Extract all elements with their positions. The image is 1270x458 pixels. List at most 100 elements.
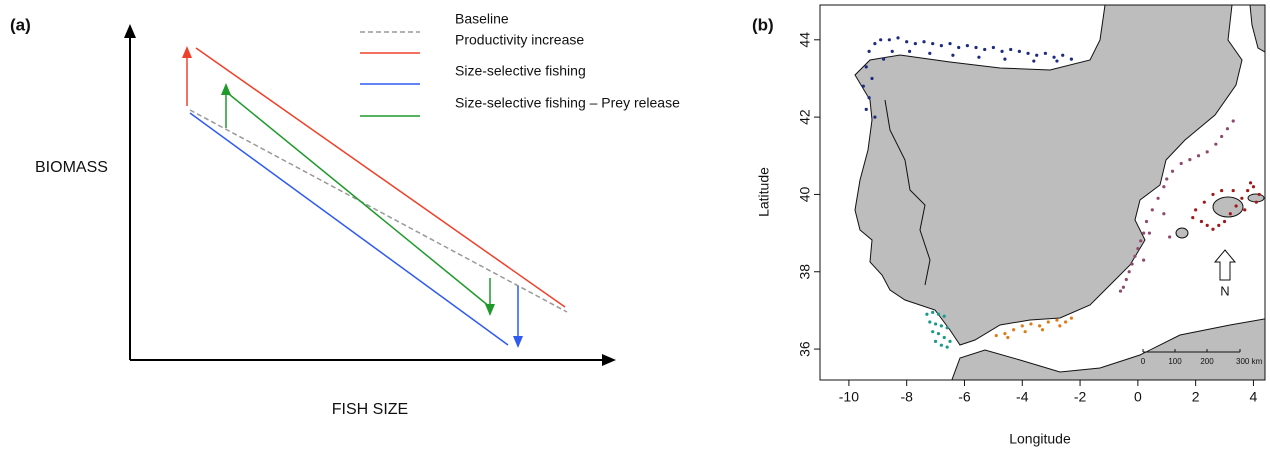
- sample-point: [1251, 185, 1256, 189]
- sample-point: [945, 345, 949, 349]
- sample-point: [1069, 316, 1073, 320]
- sample-point: [1243, 208, 1247, 212]
- x-axis-label: FISH SIZE: [332, 401, 408, 418]
- sample-point: [942, 335, 946, 340]
- sample-point: [933, 322, 938, 326]
- arrow-head: [485, 304, 495, 316]
- sample-point: [1012, 328, 1016, 332]
- sample-point: [1246, 188, 1250, 193]
- sample-point: [887, 38, 891, 42]
- sample-point: [1026, 51, 1030, 55]
- sample-point: [1142, 231, 1146, 235]
- sample-point: [951, 53, 955, 57]
- panel-label: (a): [10, 15, 31, 34]
- sample-point: [1191, 216, 1195, 220]
- sample-point: [965, 43, 969, 48]
- sample-point: [1168, 235, 1172, 239]
- sample-point: [1139, 239, 1143, 243]
- sample-point: [907, 49, 912, 53]
- y-axis-label: BIOMASS: [35, 159, 108, 176]
- sample-point: [1020, 324, 1024, 328]
- sample-point: [1228, 212, 1232, 216]
- island: [1212, 196, 1244, 218]
- sample-point: [1156, 196, 1160, 200]
- north-label: N: [1220, 283, 1229, 298]
- y-axis-label: Latitude: [756, 167, 772, 217]
- sample-point: [1217, 223, 1221, 227]
- sample-point: [1043, 51, 1047, 55]
- scale-label: 100: [1168, 357, 1182, 366]
- sample-point: [864, 107, 868, 111]
- x-tick-label: 0: [1134, 389, 1142, 405]
- sample-point: [1231, 188, 1235, 193]
- sample-point: [1038, 324, 1042, 328]
- axis-arrow: [602, 354, 616, 366]
- sample-point: [1199, 219, 1204, 224]
- panel-b: (b) Latitude Longitude 0 100 200 300 km …: [752, 4, 1266, 447]
- x-tick-label: -10: [839, 389, 859, 405]
- y-tick-label: 36: [797, 341, 813, 357]
- arrow-head: [513, 336, 523, 348]
- sample-point: [1150, 208, 1154, 212]
- sample-point: [1188, 158, 1192, 162]
- sample-point: [1133, 254, 1137, 258]
- island: [1175, 227, 1189, 239]
- sample-point: [1032, 59, 1036, 63]
- sample-point: [1124, 277, 1128, 282]
- sample-point: [1234, 204, 1238, 208]
- sample-point: [1144, 219, 1149, 224]
- sample-point: [957, 45, 961, 50]
- sample-point: [1165, 177, 1169, 181]
- north-africa: [951, 318, 1265, 380]
- sample-point: [1196, 154, 1201, 158]
- sample-point: [864, 65, 868, 69]
- sample-point: [933, 339, 938, 343]
- border: [884, 99, 931, 286]
- sample-point: [974, 45, 978, 50]
- sample-point: [1058, 324, 1062, 328]
- sample-point: [1003, 57, 1007, 61]
- sample-point: [1130, 262, 1134, 266]
- sample-point: [1009, 47, 1013, 52]
- iberia: [854, 5, 1243, 346]
- sample-point: [1118, 289, 1123, 293]
- sample-point: [931, 42, 935, 46]
- sample-point: [994, 333, 998, 338]
- sample-point: [905, 40, 909, 44]
- sample-point: [936, 332, 941, 336]
- north-arrow: [1213, 249, 1237, 281]
- sample-point: [1162, 185, 1166, 189]
- x-axis-label: Longitude: [1009, 431, 1071, 447]
- sample-point: [939, 343, 943, 347]
- sample-point: [1121, 285, 1126, 289]
- sample-point: [1205, 223, 1209, 227]
- y-tick-label: 40: [797, 186, 813, 202]
- sample-point: [867, 96, 871, 100]
- sample-point: [1205, 150, 1209, 154]
- sample-point: [1220, 134, 1224, 139]
- productivity-line: [195, 47, 566, 308]
- legend-label: Productivity increase: [455, 32, 584, 48]
- sample-point: [945, 326, 949, 330]
- sample-point: [1211, 227, 1215, 231]
- sample-point: [931, 310, 935, 314]
- sample-point: [1248, 181, 1253, 185]
- sample-point: [1170, 169, 1175, 173]
- sample-point: [861, 84, 865, 88]
- sample-point: [890, 49, 894, 53]
- sample-point: [873, 115, 877, 119]
- y-tick-label: 42: [797, 109, 813, 125]
- sample-point: [991, 45, 995, 50]
- x-tick-label: -6: [958, 389, 971, 405]
- y-tick-label: 38: [797, 264, 813, 280]
- sample-point: [931, 330, 935, 334]
- sample-point: [936, 312, 941, 316]
- x-tick-label: 2: [1192, 389, 1200, 405]
- sample-point: [1142, 258, 1146, 262]
- sample-point: [1040, 328, 1045, 332]
- sample-point: [1127, 270, 1131, 274]
- sample-point: [913, 42, 917, 46]
- x-tick-label: -2: [1074, 389, 1087, 405]
- sample-point: [1240, 196, 1244, 200]
